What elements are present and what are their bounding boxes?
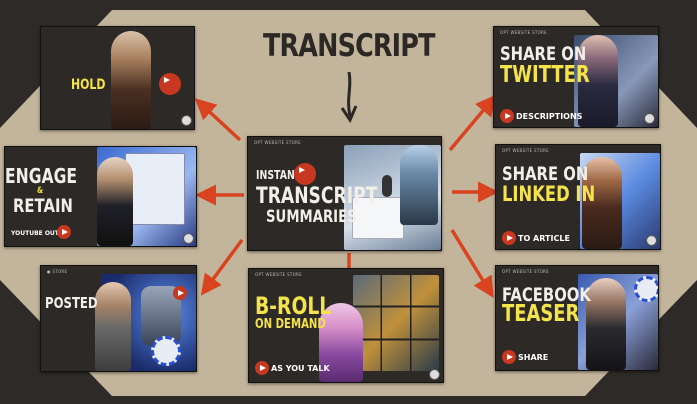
- card-facebook[interactable]: OPT WEBSITE STORE FACEBOOK TEASER SHARE: [495, 265, 659, 371]
- logo-badge-icon: [644, 113, 655, 124]
- document-icon: [352, 197, 404, 239]
- twitter-line1: SHARE ON: [500, 43, 587, 65]
- linkedin-topbar: OPT WEBSITE STORE: [502, 148, 549, 153]
- card-posted[interactable]: ● STORE POSTED: [40, 265, 197, 372]
- logo-badge-icon: [429, 369, 440, 380]
- character-figure-icon: [319, 303, 363, 382]
- play-icon: [294, 163, 316, 185]
- posted-headline: POSTED: [45, 294, 98, 312]
- character-figure-icon: [95, 282, 131, 371]
- logo-badge-icon: [181, 115, 192, 126]
- character-figure-icon: [400, 145, 438, 225]
- logo-badge-icon: [183, 233, 194, 244]
- character-figure-icon: [586, 278, 626, 370]
- gear-icon: [151, 336, 181, 366]
- engage-amp: &: [37, 186, 44, 196]
- facebook-line2: TEASER: [502, 301, 580, 327]
- center-topbar: OPT WEBSITE STORE: [254, 140, 301, 145]
- twitter-sub: DESCRIPTIONS: [516, 112, 583, 121]
- broll-grid: [353, 275, 439, 371]
- linkedin-line1: SHARE ON: [502, 163, 589, 185]
- facebook-sub: SHARE: [518, 353, 549, 362]
- page-title: TRANSCRIPT: [263, 28, 435, 64]
- engage-line1: ENGAGE: [5, 164, 78, 188]
- center-line2: SUMMARIES: [266, 207, 357, 227]
- card-center[interactable]: OPT WEBSITE STORE INSTANT! TRANSCRIPT SU…: [247, 136, 442, 251]
- play-icon: [173, 286, 187, 300]
- facebook-line1: FACEBOOK: [502, 284, 591, 306]
- center-instant: INSTANT!: [256, 168, 306, 182]
- engage-line2: RETAIN: [13, 195, 73, 217]
- arrow-to-twitter: [448, 94, 497, 152]
- arrow-to-posted: [200, 238, 244, 296]
- linkedin-line2: LINKED IN: [502, 182, 596, 206]
- play-icon: [57, 225, 71, 239]
- gear-icon: [634, 276, 658, 302]
- card-twitter[interactable]: OPT WEBSITE STORE SHARE ON TWITTER DESCR…: [493, 26, 659, 128]
- linkedin-sub: TO ARTICLE: [518, 234, 570, 243]
- broll-topbar: OPT WEBSITE STORE: [255, 272, 302, 277]
- card-hold[interactable]: HOLD: [40, 26, 195, 130]
- logo-badge-icon: [646, 235, 657, 246]
- posted-topbar: ● STORE: [47, 269, 68, 274]
- character-figure-icon: [578, 35, 618, 127]
- broll-sub: AS YOU TALK: [271, 364, 330, 373]
- character-figure-icon: [582, 157, 622, 249]
- arrow-to-facebook: [450, 229, 494, 298]
- play-icon: [502, 231, 516, 245]
- twitter-topbar: OPT WEBSITE STORE: [500, 30, 547, 35]
- hold-headline: HOLD: [71, 77, 106, 93]
- play-icon: [500, 109, 514, 123]
- ui-panel-icon: [125, 153, 185, 225]
- character-figure-icon: [97, 157, 133, 246]
- character-figure-icon: [111, 31, 151, 129]
- twitter-line2: TWITTER: [500, 62, 590, 88]
- card-engage[interactable]: ENGAGE & RETAIN YOUTUBE OUTRO: [4, 146, 197, 247]
- play-icon: [502, 350, 516, 364]
- broll-line2: ON DEMAND: [255, 317, 326, 332]
- arrow-to-hold: [194, 98, 242, 142]
- card-linkedin[interactable]: OPT WEBSITE STORE SHARE ON LINKED IN TO …: [495, 144, 661, 250]
- engage-sub: YOUTUBE OUTRO: [11, 230, 69, 237]
- card-broll[interactable]: OPT WEBSITE STORE B-ROLL ON DEMAND AS YO…: [248, 268, 444, 383]
- microphone-icon: [382, 175, 392, 197]
- center-line1: TRANSCRIPT: [256, 184, 378, 209]
- play-icon: [159, 73, 181, 95]
- play-icon: [255, 361, 269, 375]
- facebook-topbar: OPT WEBSITE STORE: [502, 269, 549, 274]
- broll-line1: B-ROLL: [255, 292, 332, 320]
